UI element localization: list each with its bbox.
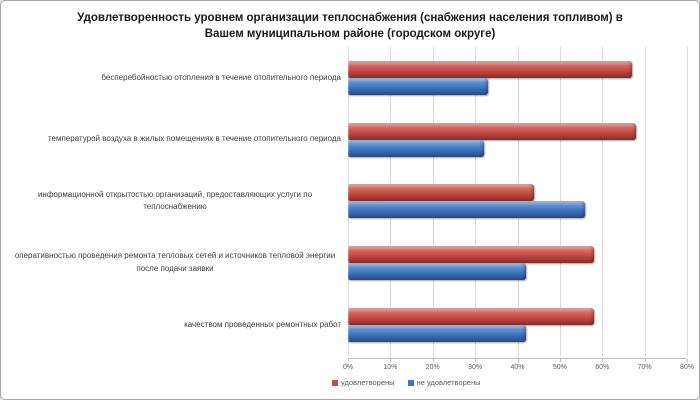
bar-row-1 — [348, 47, 687, 109]
bar-not-satisfied-1 — [348, 77, 488, 95]
legend: удовлетворены не удовлетворены — [332, 378, 480, 387]
category-label-3: информационной открытостью организаций, … — [37, 189, 313, 212]
gridline-80% — [687, 47, 688, 356]
legend-label-2: не удовлетворены — [416, 378, 481, 387]
axis-tick-label-30%: 30% — [468, 364, 483, 371]
legend-swatch-2 — [407, 379, 414, 386]
axis-tick-40% — [517, 359, 519, 362]
bar-row-5 — [348, 294, 687, 356]
bar-satisfied-2 — [348, 122, 637, 140]
axis-tick-label-40%: 40% — [510, 364, 525, 371]
bar-row-2 — [348, 109, 687, 171]
axis-tick-label-60%: 60% — [595, 364, 610, 371]
bar-satisfied-4 — [348, 246, 594, 264]
bar-satisfied-5 — [348, 308, 594, 326]
bar-not-satisfied-2 — [348, 139, 484, 157]
category-label-row-3: информационной открытостью организаций, … — [9, 171, 348, 233]
axis-tick-10% — [390, 359, 392, 362]
axis-tick-label-80%: 80% — [679, 364, 695, 371]
bar-satisfied-3 — [348, 184, 535, 202]
category-label-1: бесперебойностью отопления в течение ото… — [101, 72, 341, 82]
category-label-4: оперативностью проведения ремонта теплов… — [14, 251, 336, 274]
axis-tick-label-20%: 20% — [425, 364, 440, 371]
axis-tick-0% — [348, 359, 349, 362]
bar-not-satisfied-3 — [348, 201, 586, 219]
legend-swatch-1 — [332, 379, 338, 386]
bar-satisfied-1 — [348, 60, 632, 78]
legend-item-2: не удовлетворены — [407, 378, 481, 387]
bar-row-3 — [348, 171, 687, 233]
axis-tick-label-70%: 70% — [637, 364, 652, 371]
category-label-5: качеством проведенных ремонтных работ — [184, 319, 341, 329]
gridline-60% — [602, 47, 604, 356]
axis-tick-20% — [432, 359, 434, 362]
plot-wrap — [348, 47, 688, 356]
chart-body: бесперебойностью отопления в течение ото… — [9, 47, 688, 356]
axis-tick-50% — [559, 359, 561, 362]
category-label-row-4: оперативностью проведения ремонта теплов… — [9, 232, 348, 294]
category-label-row-1: бесперебойностью отопления в течение ото… — [9, 47, 348, 109]
bar-row-4 — [348, 232, 687, 294]
axis-tick-70% — [644, 359, 646, 362]
chart-title: Удовлетворенность уровнем организации те… — [77, 12, 623, 41]
axis-tick-80% — [687, 359, 688, 362]
category-label-row-5: качеством проведенных ремонтных работ — [9, 294, 348, 356]
axis-tick-label-0%: 0% — [342, 364, 354, 371]
category-labels: бесперебойностью отопления в течение ото… — [9, 47, 348, 356]
axis-tick-label-10%: 10% — [383, 364, 398, 371]
axis-tick-30% — [475, 359, 477, 362]
bar-not-satisfied-4 — [348, 263, 526, 281]
plot-area — [348, 47, 687, 356]
legend-item-1: удовлетворены — [332, 378, 395, 387]
x-axis: 0% 10% 20% 30% 40% 50% 60% 70% 80% — [343, 358, 694, 374]
category-label-row-2: температурой воздуха в жилых помещениях … — [9, 109, 348, 171]
axis-tick-label-50%: 50% — [552, 364, 567, 371]
bar-not-satisfied-5 — [348, 325, 526, 343]
category-label-2: температурой воздуха в жилых помещениях … — [47, 134, 341, 144]
legend-label-1: удовлетворены — [341, 378, 395, 387]
axis-tick-60% — [602, 359, 604, 362]
gridline-70% — [644, 47, 646, 356]
